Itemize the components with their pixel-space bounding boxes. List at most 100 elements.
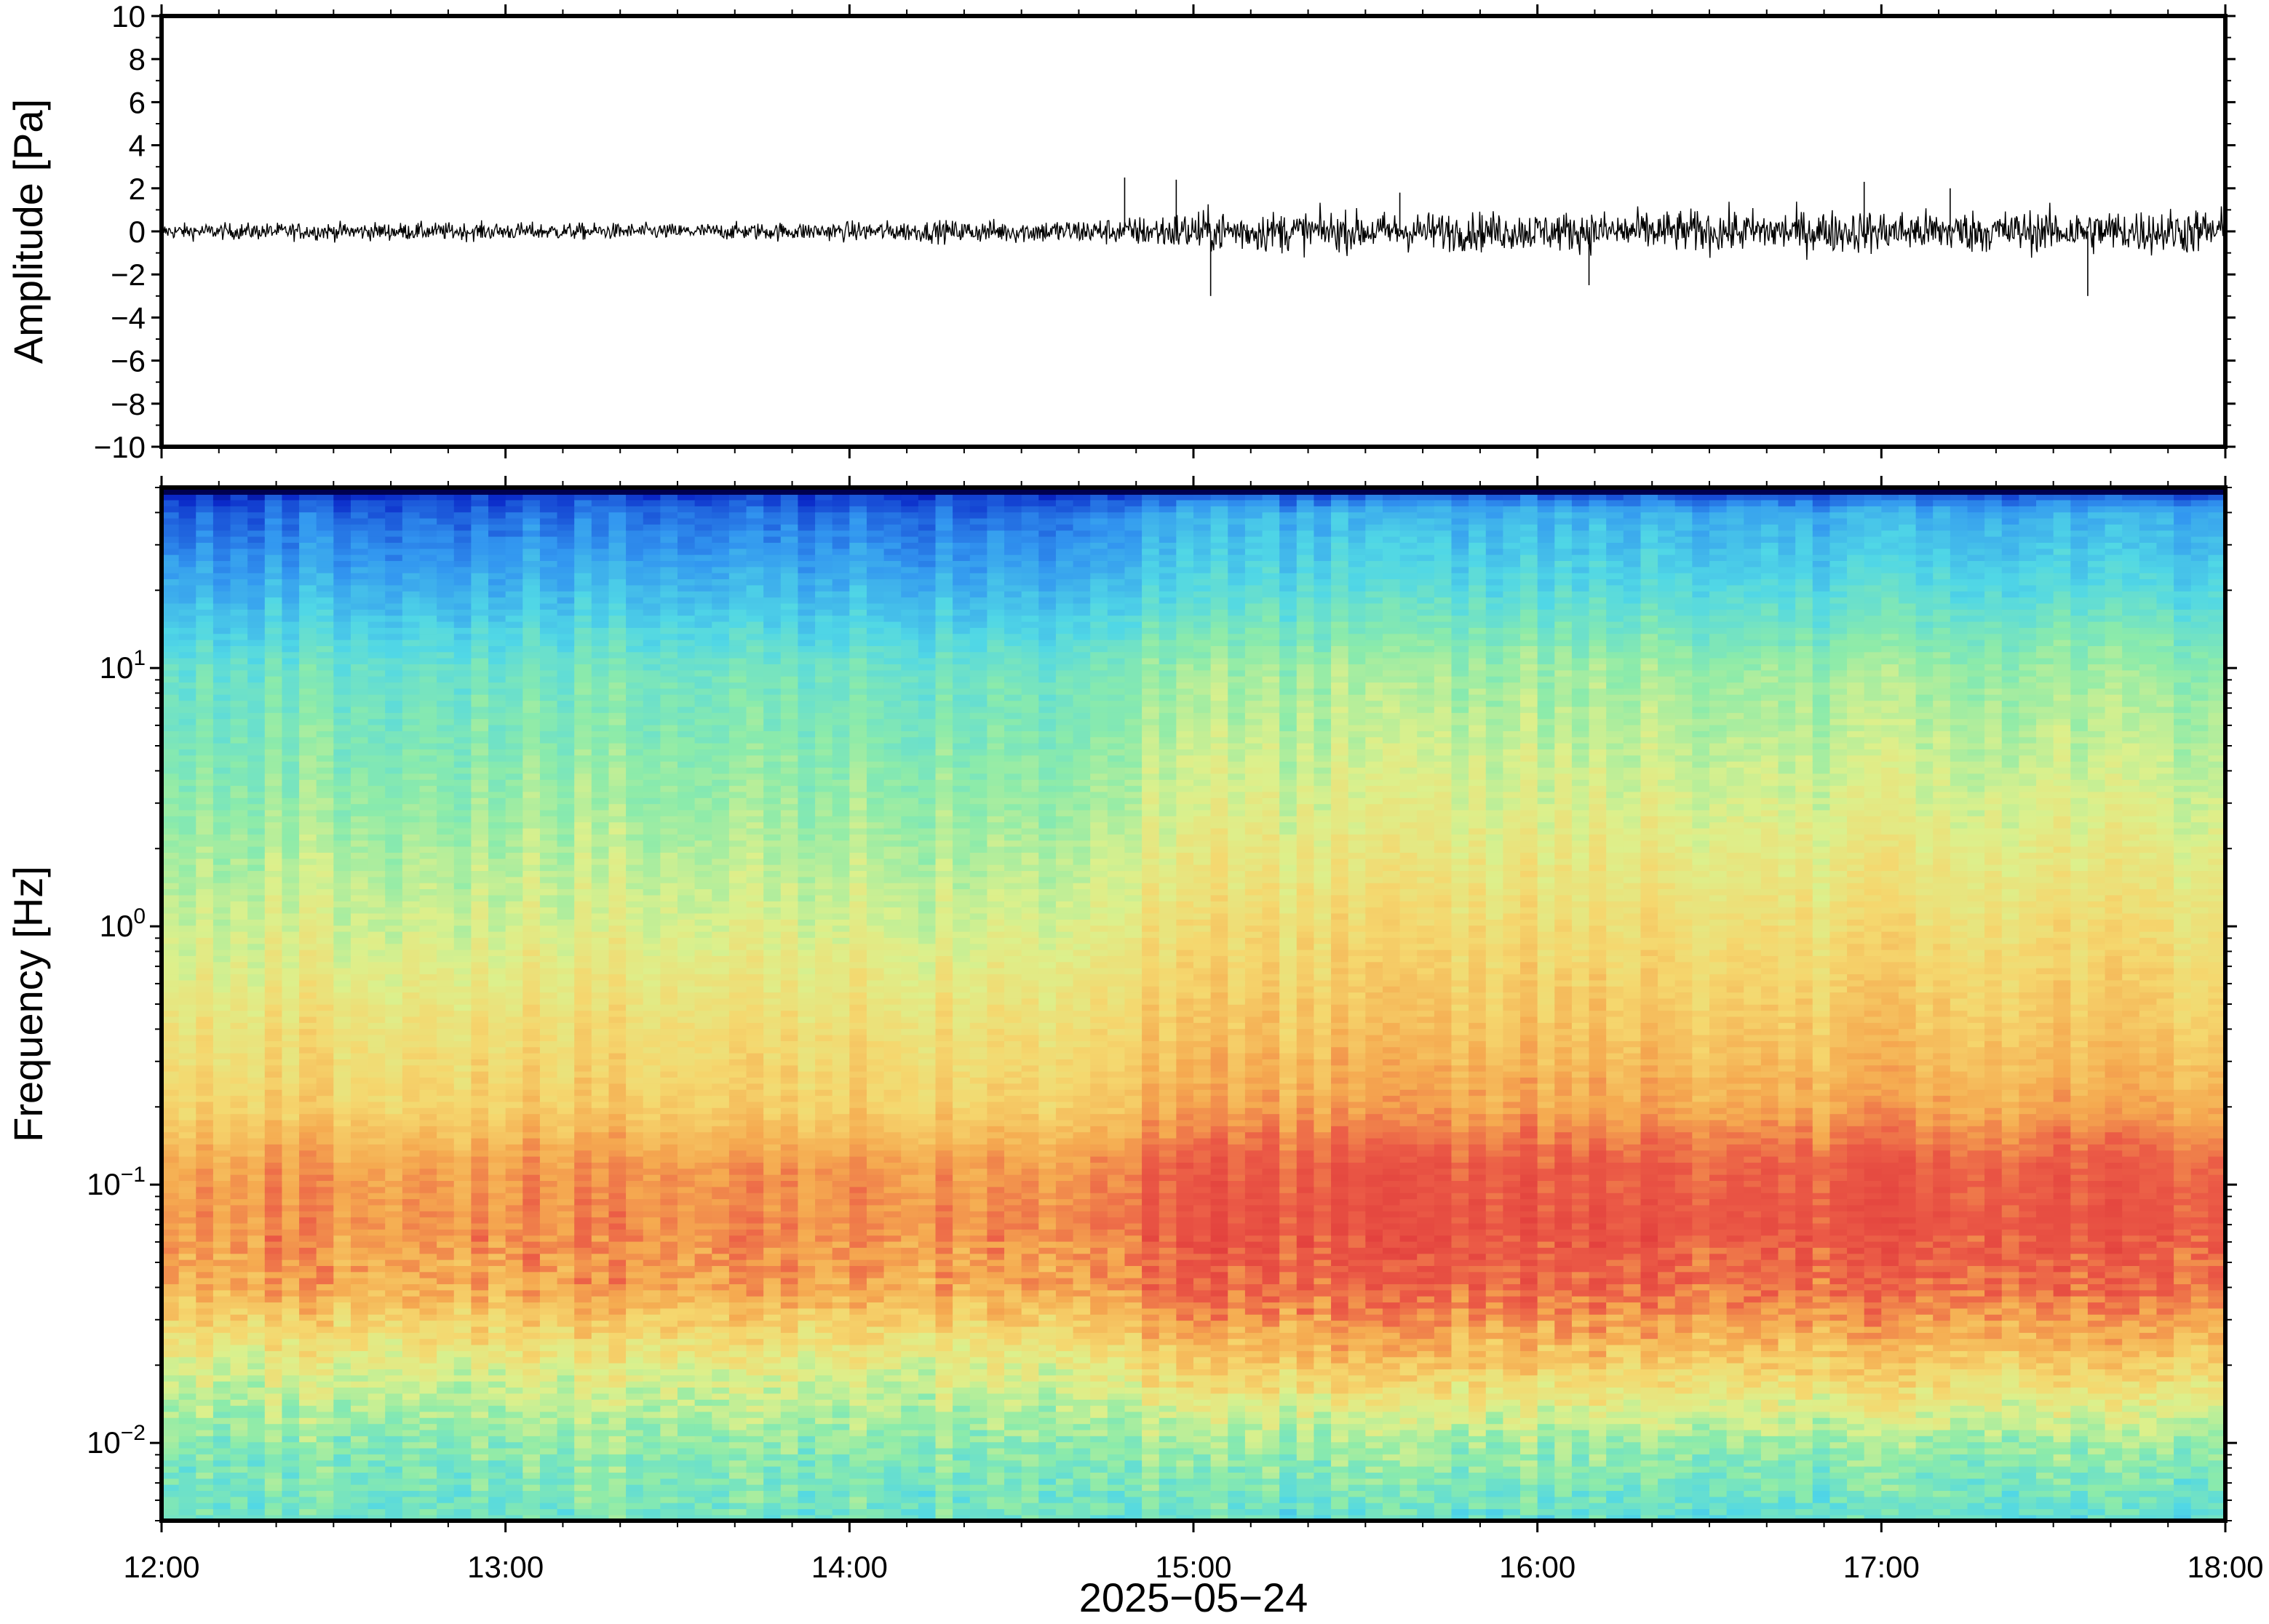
spectrogram-cell [402, 998, 421, 1005]
spectrogram-cell [539, 888, 558, 896]
spectrogram-cell [385, 912, 403, 920]
spectrogram-cell [385, 1271, 403, 1278]
spectrogram-cell [247, 639, 266, 646]
spectrogram-cell [471, 615, 489, 622]
spectrogram-cell [557, 1174, 575, 1182]
spectrogram-cell [522, 1320, 541, 1327]
spectrogram-cell [162, 931, 180, 938]
spectrogram-cell [643, 1229, 661, 1236]
spectrogram-cell [643, 1332, 661, 1340]
spectrogram-cell [196, 1052, 214, 1059]
spectrogram-cell [488, 894, 506, 901]
spectrogram-cell [385, 542, 403, 549]
spectrogram-cell [196, 998, 214, 1005]
spectrogram-cell [230, 1217, 248, 1224]
spectrogram-cell [212, 1277, 231, 1285]
spectrogram-cell [385, 1083, 403, 1090]
spectrogram-cell [247, 961, 266, 968]
spectrogram-cell [299, 1417, 317, 1425]
spectrogram-cell [264, 1447, 283, 1454]
spectrogram-cell [574, 712, 592, 720]
spectrogram-cell [522, 1411, 541, 1418]
spectrogram-cell [471, 876, 489, 883]
spectrogram-cell [350, 530, 369, 537]
spectrogram-cell [591, 1137, 610, 1145]
spectrogram-cell [522, 742, 541, 749]
spectrogram-cell [316, 1204, 335, 1211]
spectrogram-cell [557, 633, 575, 640]
spectrogram-cell [196, 1113, 214, 1121]
spectrogram-cell [367, 1088, 386, 1096]
spectrogram-cell [264, 1436, 283, 1443]
spectrogram-cell [350, 1180, 369, 1187]
spectrogram-cell [162, 1211, 180, 1218]
spectrogram-cell [488, 731, 506, 738]
spectrogram-cell [299, 1040, 317, 1048]
spectrogram-cell [385, 760, 403, 768]
spectrogram-cell [385, 1235, 403, 1242]
spectrogram-cell [230, 1344, 248, 1351]
spectrogram-cell [471, 852, 489, 859]
spectrogram-cell [350, 816, 369, 823]
spectrogram-cell [212, 1369, 231, 1376]
spectrogram-cell [522, 925, 541, 932]
spectrogram-cell [162, 1241, 180, 1248]
spectrogram-cell [282, 493, 300, 501]
spectrogram-cell [591, 870, 610, 877]
spectrogram-cell [402, 700, 421, 707]
spectrogram-cell [471, 1211, 489, 1218]
spectrogram-cell [230, 736, 248, 744]
spectrogram-cell [299, 907, 317, 914]
spectrogram-cell [539, 1162, 558, 1169]
spectrogram-cell [402, 803, 421, 811]
spectrogram-cell [367, 578, 386, 586]
spectrogram-cell [437, 1010, 455, 1017]
spectrogram-cell [367, 1241, 386, 1248]
spectrogram-cell [419, 1314, 437, 1321]
spectrogram-cell [626, 1010, 644, 1017]
spectrogram-cell [419, 1162, 437, 1169]
spectrogram-cell [247, 578, 266, 586]
spectrogram-cell [367, 1192, 386, 1200]
spectrogram-cell [282, 572, 300, 580]
spectrogram-cell [505, 1344, 524, 1351]
spectrogram-cell [350, 907, 369, 914]
spectrogram-cell [471, 1344, 489, 1351]
spectrogram-cell [385, 1131, 403, 1139]
spectrogram-cell [505, 1417, 524, 1425]
waveform-y-axis-label: Amplitude [Pa] [5, 99, 51, 364]
spectrogram-cell [488, 1144, 506, 1151]
spectrogram-cell [385, 1137, 403, 1145]
spectrogram-cell [402, 1198, 421, 1206]
spectrogram-cell [162, 1095, 180, 1102]
spectrogram-cell [385, 803, 403, 811]
spectrogram-cell [488, 1271, 506, 1278]
spectrogram-cell [282, 742, 300, 749]
spectrogram-cell [367, 1277, 386, 1285]
spectrogram-cell [437, 1265, 455, 1273]
spectrogram-cell [437, 572, 455, 580]
spectrogram-cell [402, 1314, 421, 1321]
waveform-y-tick-label: −10 [94, 430, 146, 464]
spectrogram-cell [230, 992, 248, 999]
spectrogram-cell [522, 1064, 541, 1072]
spectrogram-cell [402, 858, 421, 865]
spectrogram-cell [230, 876, 248, 883]
spectrogram-cell [608, 675, 627, 683]
spectrogram-cell [643, 1447, 661, 1454]
spectrogram-cell [230, 1040, 248, 1048]
spectrogram-cell [316, 1411, 335, 1418]
spectrogram-cell [264, 657, 283, 665]
spectrogram-cell [367, 1022, 386, 1030]
spectrogram-cell [367, 548, 386, 555]
spectrogram-cell [626, 1423, 644, 1430]
spectrogram-cell [282, 1241, 300, 1248]
spectrogram-cell [299, 1247, 317, 1254]
spectrogram-cell [626, 1332, 644, 1340]
spectrogram-cell [247, 1362, 266, 1369]
spectrogram-cell [505, 992, 524, 999]
spectrogram-cell [178, 1222, 197, 1230]
spectrogram-cell [505, 1046, 524, 1054]
spectrogram-cell [196, 524, 214, 531]
spectrogram-cell [591, 682, 610, 689]
